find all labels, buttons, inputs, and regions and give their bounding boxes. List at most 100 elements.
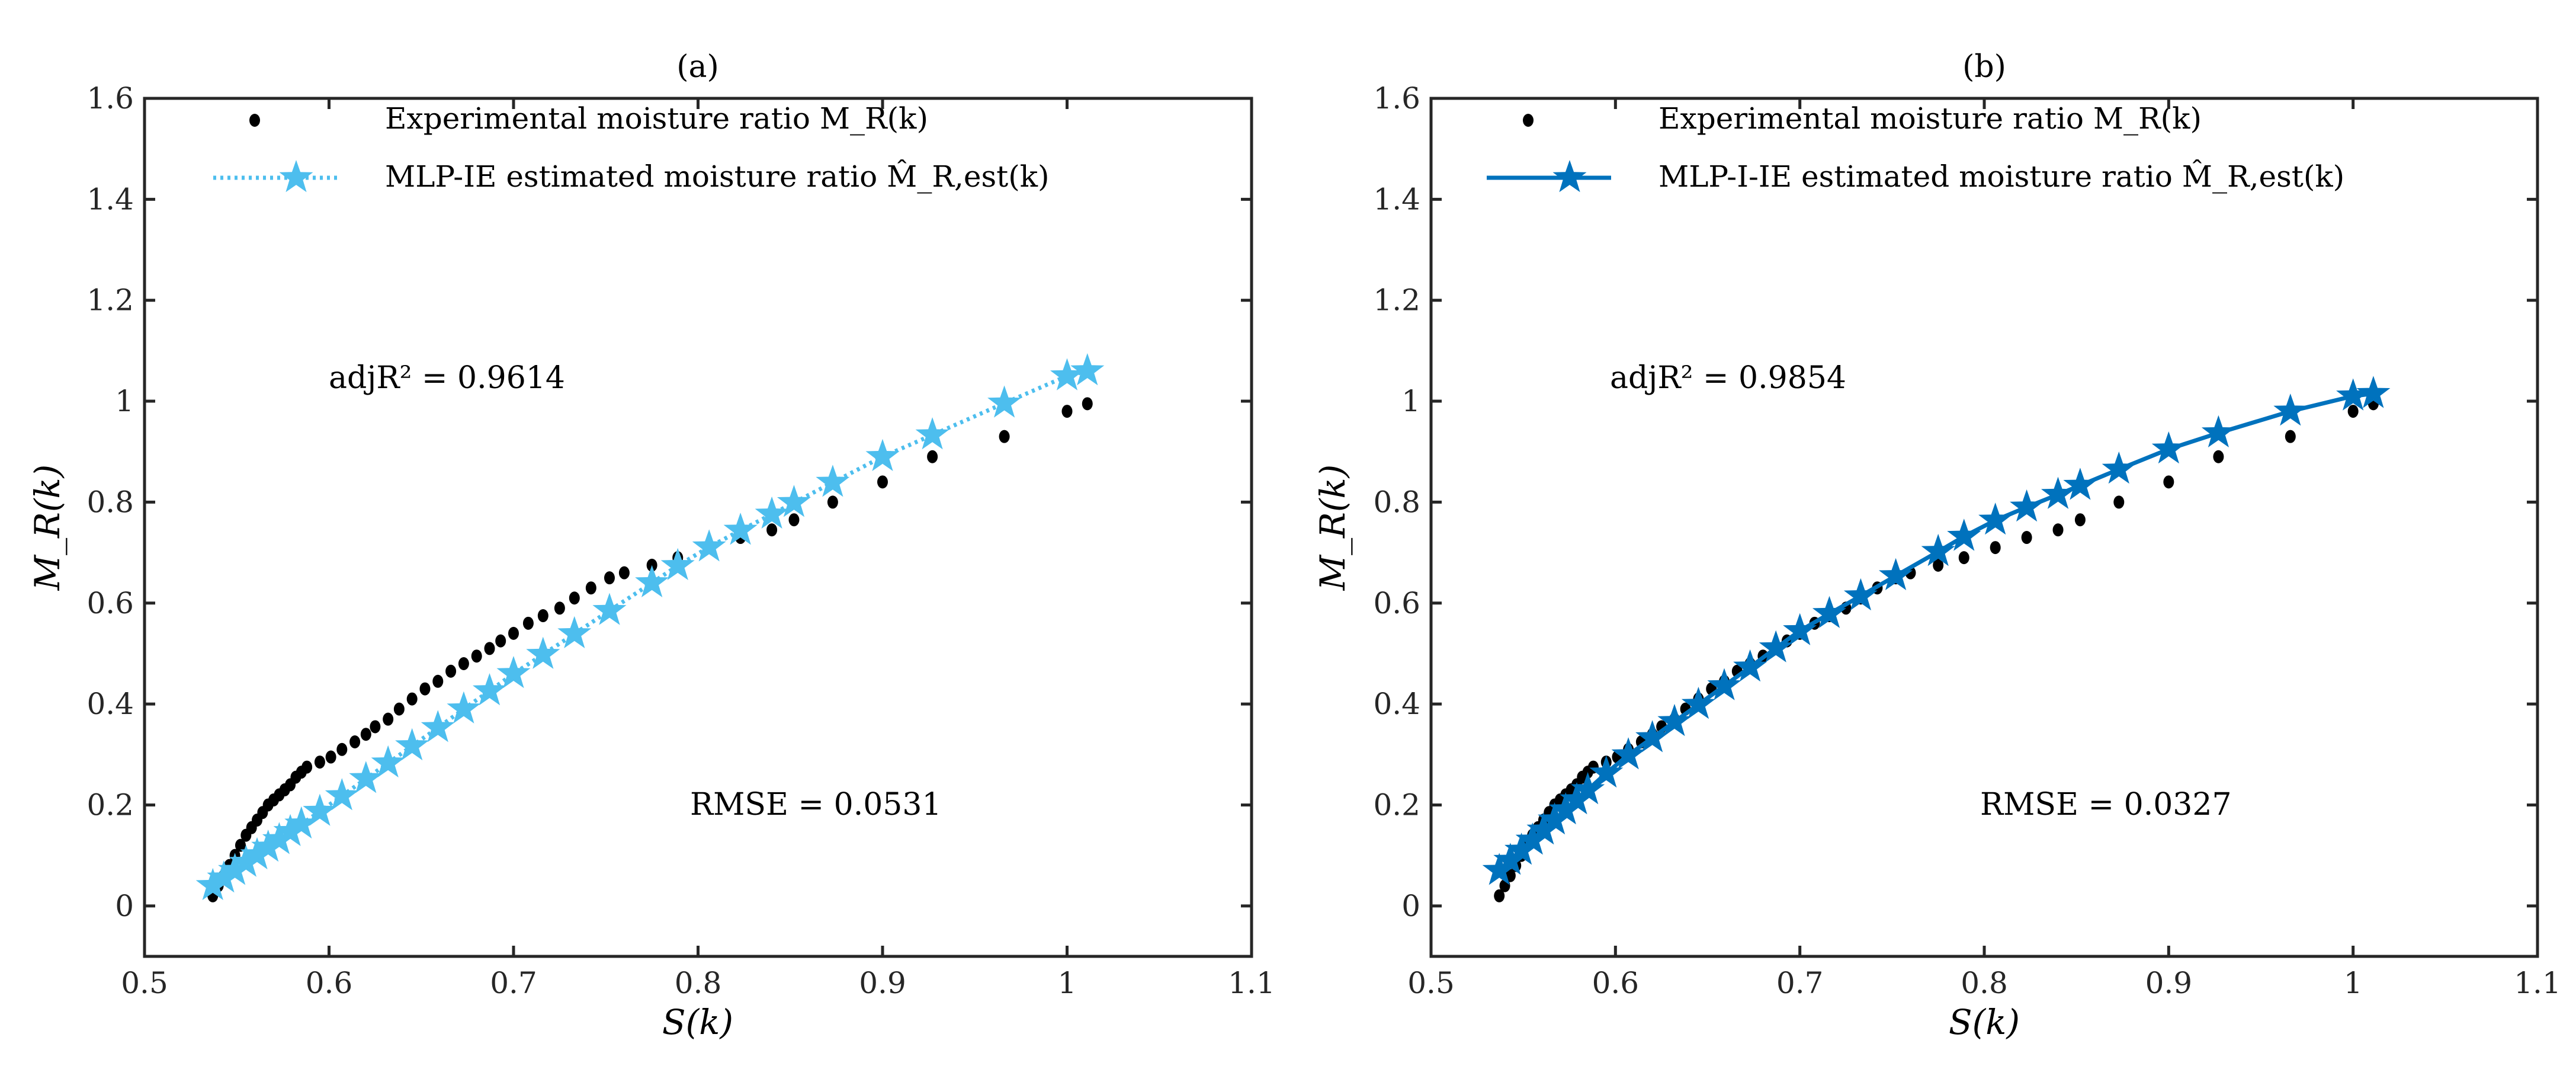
y-tick-label: 0.2: [1373, 788, 1420, 822]
x-tick-label: 1: [1058, 966, 1077, 1000]
experimental-data-point: [618, 566, 630, 580]
estimated-data-point-star: [447, 691, 481, 724]
x-tick-label: 0.6: [306, 966, 353, 1000]
experimental-data-point: [1990, 541, 2001, 555]
axes-frame: [143, 97, 1253, 958]
experimental-data-point: [2052, 523, 2064, 537]
legend-marker-star: [1552, 160, 1587, 193]
x-tick-label: 0.6: [1592, 966, 1640, 1000]
estimated-data-point-star: [1571, 772, 1605, 805]
estimated-data-point-star: [1681, 687, 1715, 719]
chart-title: (a): [676, 49, 719, 85]
estimated-data-point-star: [1538, 802, 1572, 835]
estimated-data-point-star: [865, 438, 900, 471]
experimental-data-point: [2285, 430, 2296, 443]
experimental-data-point: [999, 430, 1010, 443]
experimental-data-point: [458, 657, 469, 670]
estimated-data-point-star: [2336, 378, 2370, 411]
experimental-data-point: [877, 475, 888, 489]
estimated-data-point-star: [1947, 518, 1981, 551]
experimental-data-point: [1958, 551, 1969, 565]
estimated-data-point-star: [816, 465, 850, 497]
estimated-data-point-star: [496, 656, 531, 689]
estimated-data-point-star: [1482, 853, 1516, 885]
y-tick-label: 0.6: [86, 586, 134, 620]
estimated-data-point-star: [1548, 792, 1583, 825]
experimental-data-point: [406, 692, 418, 706]
rmse-annotation: RMSE = 0.0327: [1980, 787, 2232, 822]
estimated-data-point-star: [325, 778, 359, 811]
estimated-data-point-star: [692, 529, 726, 562]
estimated-data-point-star: [273, 814, 307, 846]
experimental-data-point: [537, 609, 548, 623]
y-axis-label: M_R(k): [1313, 465, 1353, 591]
experimental-data-point: [569, 591, 580, 605]
experimental-data-point: [927, 450, 938, 463]
x-axis-label: S(k): [1949, 1002, 2020, 1042]
estimated-data-point-star: [2201, 415, 2235, 447]
experimental-data-point: [314, 756, 325, 769]
estimated-data-point-star: [1812, 596, 1846, 628]
estimated-data-point-star: [1611, 737, 1645, 770]
estimated-data-point-star: [915, 417, 949, 450]
y-axis-label: M_R(k): [27, 465, 68, 591]
x-tick-label: 0.9: [859, 966, 906, 1000]
estimated-data-point-star: [284, 806, 319, 839]
experimental-data-point: [383, 712, 394, 726]
experimental-data-point: [554, 601, 565, 615]
experimental-data-point: [2163, 475, 2174, 489]
experimental-data-point: [1061, 405, 1073, 418]
legend-marker-star: [279, 160, 313, 193]
experimental-data-point: [484, 642, 495, 655]
estimated-data-point-star: [1070, 353, 1105, 386]
experimental-data-point: [432, 674, 444, 688]
legend-entry-experimental: Experimental moisture ratio M_R(k): [385, 101, 928, 136]
estimated-data-point-star: [195, 867, 230, 900]
x-tick-label: 1: [2344, 966, 2363, 1000]
estimated-data-point-star: [1733, 649, 1767, 682]
experimental-data-point: [827, 495, 838, 509]
estimated-data-point-star: [218, 853, 252, 885]
experimental-data-point: [1082, 397, 1093, 411]
estimated-data-point-star: [251, 830, 285, 862]
y-tick-label: 0.4: [1373, 687, 1420, 721]
estimated-data-point-star: [303, 793, 337, 826]
experimental-data-point: [301, 760, 313, 774]
y-tick-label: 0.8: [1373, 485, 1420, 519]
adj-r2-annotation: adjR² = 0.9614: [329, 360, 565, 396]
y-tick-label: 1.4: [1373, 182, 1420, 216]
estimated-data-point-star: [371, 745, 405, 777]
estimated-data-point-star: [2273, 393, 2308, 426]
estimated-data-point-star: [635, 565, 669, 597]
x-tick-label: 0.5: [1407, 966, 1455, 1000]
experimental-data-point: [788, 513, 800, 527]
experimental-data-point: [2113, 495, 2125, 509]
estimated-data-point-star: [1657, 703, 1692, 737]
estimated-data-point-star: [1707, 668, 1741, 700]
experimental-data-point: [1933, 558, 1944, 572]
experimental-data-point: [2347, 405, 2359, 418]
y-tick-label: 1.6: [1373, 81, 1420, 116]
experimental-data-point: [2213, 450, 2224, 463]
experimental-data-point: [1494, 889, 1505, 902]
y-tick-label: 1: [115, 384, 134, 418]
experimental-data-point: [2074, 513, 2086, 527]
estimated-data-point-star: [262, 822, 296, 854]
estimated-data-point-star: [207, 860, 241, 893]
experimental-data-point: [325, 750, 336, 764]
y-tick-label: 0.2: [86, 788, 134, 822]
experimental-data-point: [766, 523, 778, 537]
estimated-data-point-star: [229, 844, 263, 877]
y-tick-label: 1.6: [86, 81, 134, 116]
adj-r2-annotation: adjR² = 0.9854: [1610, 360, 1846, 396]
y-tick-label: 0.6: [1373, 586, 1420, 620]
experimental-data-point: [360, 728, 371, 741]
y-tick-label: 0: [115, 889, 134, 923]
experimental-data-point: [349, 735, 361, 748]
estimated-data-point-star: [526, 636, 560, 669]
x-tick-label: 0.5: [121, 966, 168, 1000]
estimated-data-point-star: [660, 548, 695, 580]
estimated-data-point-star: [2102, 452, 2136, 484]
experimental-data-point: [393, 702, 405, 716]
